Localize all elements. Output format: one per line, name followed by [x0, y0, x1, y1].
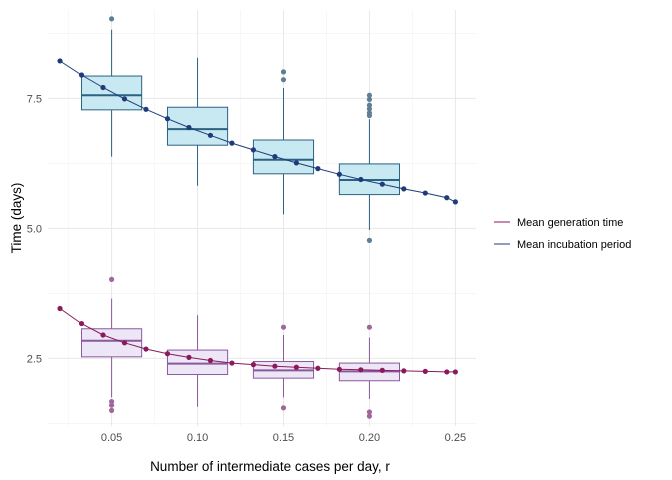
outlier-point	[280, 405, 287, 411]
data-point	[336, 366, 342, 372]
data-point	[422, 190, 428, 196]
outlier-point	[108, 402, 115, 408]
series-lines	[57, 58, 458, 375]
x-tick-label: 0.20	[359, 432, 380, 444]
box-plot	[252, 69, 315, 215]
series-line	[59, 308, 456, 373]
data-point	[293, 160, 299, 166]
data-point	[229, 140, 235, 146]
outlier-point	[366, 102, 373, 108]
y-tick-label: 7.5	[27, 93, 42, 105]
box	[166, 349, 229, 376]
data-point	[78, 320, 85, 327]
legend-label: Mean incubation period	[517, 239, 631, 251]
data-point	[121, 96, 128, 102]
data-point	[272, 154, 278, 160]
y-axis-ticks: 2.5 5.0 7.5	[27, 93, 42, 365]
x-tick-label: 0.15	[273, 432, 294, 444]
data-point	[143, 346, 149, 352]
x-tick-label: 0.05	[101, 432, 122, 444]
outlier-point	[280, 324, 287, 330]
box-plot	[338, 92, 401, 243]
data-point	[164, 116, 171, 122]
data-point	[401, 186, 407, 192]
data-point	[379, 181, 385, 187]
data-point	[250, 147, 257, 153]
outlier-point	[108, 16, 115, 22]
data-point	[358, 176, 364, 183]
x-axis-ticks: 0.05 0.10 0.15 0.20 0.25	[101, 432, 466, 444]
data-point	[358, 367, 364, 373]
data-point	[444, 195, 450, 201]
data-point	[379, 367, 385, 373]
outlier-point	[366, 324, 373, 330]
box	[252, 139, 315, 175]
outlier-point	[366, 96, 373, 103]
data-point	[78, 72, 85, 78]
data-point	[100, 84, 106, 91]
outlier-point	[366, 106, 373, 112]
legend-item: Mean generation time	[494, 217, 623, 229]
data-point	[452, 199, 458, 205]
outlier-point	[108, 398, 115, 405]
x-tick-label: 0.25	[445, 432, 466, 444]
outlier-point	[366, 92, 373, 98]
data-point	[336, 171, 342, 177]
data-point	[250, 362, 257, 368]
box-plot	[81, 16, 143, 157]
legend-item: Mean incubation period	[494, 239, 631, 251]
data-point	[186, 354, 192, 360]
y-tick-label: 2.5	[27, 353, 42, 365]
data-point	[57, 58, 63, 64]
box	[166, 106, 229, 146]
series-mean-generation-time	[57, 305, 458, 375]
data-point	[452, 369, 458, 375]
data-point	[293, 364, 299, 370]
data-point	[164, 351, 171, 357]
data-point	[272, 363, 278, 369]
box-plot	[81, 276, 143, 413]
y-axis-title: Time (days)	[9, 183, 24, 254]
data-point	[315, 365, 321, 371]
box	[81, 75, 143, 111]
data-point	[121, 340, 128, 346]
box	[81, 328, 143, 358]
outlier-point	[108, 276, 115, 282]
series-line	[59, 60, 456, 203]
box-plot	[338, 324, 401, 419]
outlier-point	[280, 77, 287, 83]
data-point	[401, 368, 407, 374]
series-mean-incubation-period	[57, 58, 458, 205]
outlier-point	[280, 69, 287, 75]
data-point	[444, 369, 450, 375]
legend: Mean generation time Mean incubation peri…	[494, 217, 631, 251]
data-point	[229, 360, 235, 366]
outlier-point	[366, 409, 373, 415]
outlier-point	[366, 413, 373, 419]
outlier-point	[108, 407, 115, 413]
x-tick-label: 0.10	[187, 432, 208, 444]
data-point	[186, 124, 192, 131]
data-point	[207, 357, 214, 364]
data-point	[57, 305, 63, 312]
outlier-point	[366, 110, 373, 116]
data-point	[315, 166, 321, 172]
data-point	[422, 368, 428, 374]
y-tick-label: 5.0	[27, 223, 42, 235]
box-plot	[166, 57, 229, 186]
data-point	[207, 132, 214, 138]
x-axis-title: Number of intermediate cases per day, r	[150, 459, 390, 474]
data-point	[143, 106, 149, 112]
data-point	[100, 332, 106, 338]
legend-label: Mean generation time	[517, 217, 623, 229]
outlier-point	[366, 237, 373, 243]
